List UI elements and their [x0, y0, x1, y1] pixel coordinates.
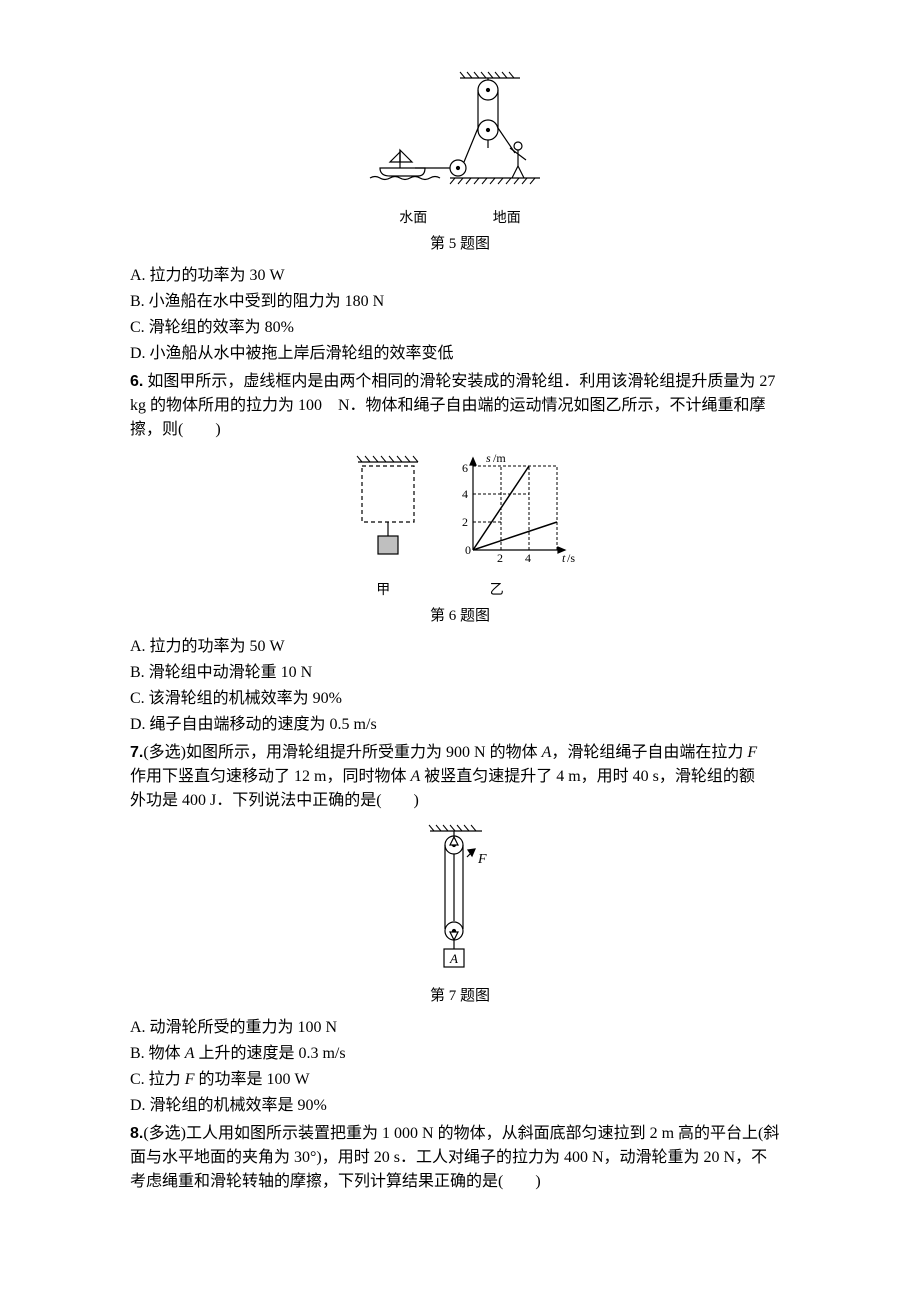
svg-text:6: 6 [462, 461, 468, 475]
figure-5: 水面 地面 第 5 题图 [130, 68, 790, 256]
q7-option-a: A. 动滑轮所受的重力为 100 N [130, 1016, 790, 1040]
svg-text:2: 2 [462, 515, 468, 529]
q6-stem-line3: 擦，则( ) [130, 421, 221, 438]
q8-s1: 工人用如图所示装置把重为 1 000 N 的物体，从斜面底部匀速拉到 2 m 高… [186, 1125, 779, 1142]
q5-option-a: A. 拉力的功率为 30 W [130, 264, 790, 288]
q7-s2a: 作用下竖直匀速移动了 12 m，同时物体 [130, 768, 410, 785]
q7-number: 7. [130, 744, 143, 761]
fig5-label-water: 水面 [383, 208, 443, 229]
q6-option-d: D. 绳子自由端移动的速度为 0.5 m/s [130, 713, 790, 737]
q6-stem: 6. 如图甲所示，虚线框内是由两个相同的滑轮安装成的滑轮组．利用该滑轮组提升质量… [130, 370, 790, 442]
q8-s2: 面与水平地面的夹角为 30°)，用时 20 s．工人对绳子的拉力为 400 N，… [130, 1149, 767, 1166]
fig6-caption: 第 6 题图 [130, 605, 790, 628]
q6-stem-line2: kg 的物体所用的拉力为 100 N．物体和绳子自由端的运动情况如图乙所示，不计… [130, 397, 766, 414]
figure-6-svg: s/m t/s 0 2 4 2 4 6 [340, 450, 580, 580]
q6-stem-line1: 如图甲所示，虚线框内是由两个相同的滑轮安装成的滑轮组．利用该滑轮组提升质量为 2… [147, 373, 775, 390]
figure-7: F A 第 7 题图 [130, 821, 790, 1008]
svg-text:s: s [486, 451, 491, 465]
q8-stem: 8.(多选)工人用如图所示装置把重为 1 000 N 的物体，从斜面底部匀速拉到… [130, 1122, 790, 1194]
q6-option-a: A. 拉力的功率为 50 W [130, 635, 790, 659]
q7-option-c: C. 拉力 F 的功率是 100 W [130, 1068, 790, 1092]
fig5-caption: 第 5 题图 [130, 233, 790, 256]
fig5-label-ground: 地面 [477, 208, 537, 229]
q8-s3: 考虑绳重和滑轮转轴的摩擦，下列计算结果正确的是( ) [130, 1173, 541, 1190]
q5-option-d: D. 小渔船从水中被拖上岸后滑轮组的效率变低 [130, 342, 790, 366]
svg-text:4: 4 [462, 487, 468, 501]
q7-tag: (多选) [143, 744, 186, 761]
svg-text:/s: /s [567, 551, 575, 565]
q7-s3: 外功是 400 J．下列说法中正确的是( ) [130, 792, 419, 809]
figure-5-svg [360, 68, 560, 208]
q6-option-c: C. 该滑轮组的机械效率为 90% [130, 687, 790, 711]
fig6-label-jia: 甲 [353, 580, 413, 601]
fig7-F-label: F [477, 852, 487, 867]
figure-7-svg: F A [420, 821, 500, 981]
svg-text:4: 4 [525, 551, 531, 565]
svg-text:t: t [562, 551, 566, 565]
q7-option-b: B. 物体 A 上升的速度是 0.3 m/s [130, 1042, 790, 1066]
q7-stem: 7.(多选)如图所示，用滑轮组提升所受重力为 900 N 的物体 A，滑轮组绳子… [130, 741, 790, 813]
q7-option-d: D. 滑轮组的机械效率是 90% [130, 1094, 790, 1118]
q5-option-b: B. 小渔船在水中受到的阻力为 180 N [130, 290, 790, 314]
q6-option-b: B. 滑轮组中动滑轮重 10 N [130, 661, 790, 685]
q7-s2b: 被竖直匀速提升了 4 m，用时 40 s，滑轮组的额 [420, 768, 755, 785]
svg-text:2: 2 [497, 551, 503, 565]
svg-text:0: 0 [465, 543, 471, 557]
q5-option-c: C. 滑轮组的效率为 80% [130, 316, 790, 340]
q8-number: 8. [130, 1125, 143, 1142]
fig7-caption: 第 7 题图 [130, 985, 790, 1008]
figure-6: s/m t/s 0 2 4 2 4 6 甲 乙 第 6 题图 [130, 450, 790, 628]
fig6-label-yi: 乙 [467, 580, 527, 601]
svg-text:/m: /m [493, 451, 506, 465]
q7-A2: A [410, 768, 420, 785]
q7-F1: F [747, 744, 757, 761]
q7-s1: 如图所示，用滑轮组提升所受重力为 900 N 的物体 [186, 744, 542, 761]
q8-tag: (多选) [143, 1125, 186, 1142]
q7-s1b: ，滑轮组绳子自由端在拉力 [551, 744, 747, 761]
fig7-A-label: A [449, 951, 458, 966]
q6-number: 6. [130, 373, 143, 390]
q7-A1: A [542, 744, 552, 761]
